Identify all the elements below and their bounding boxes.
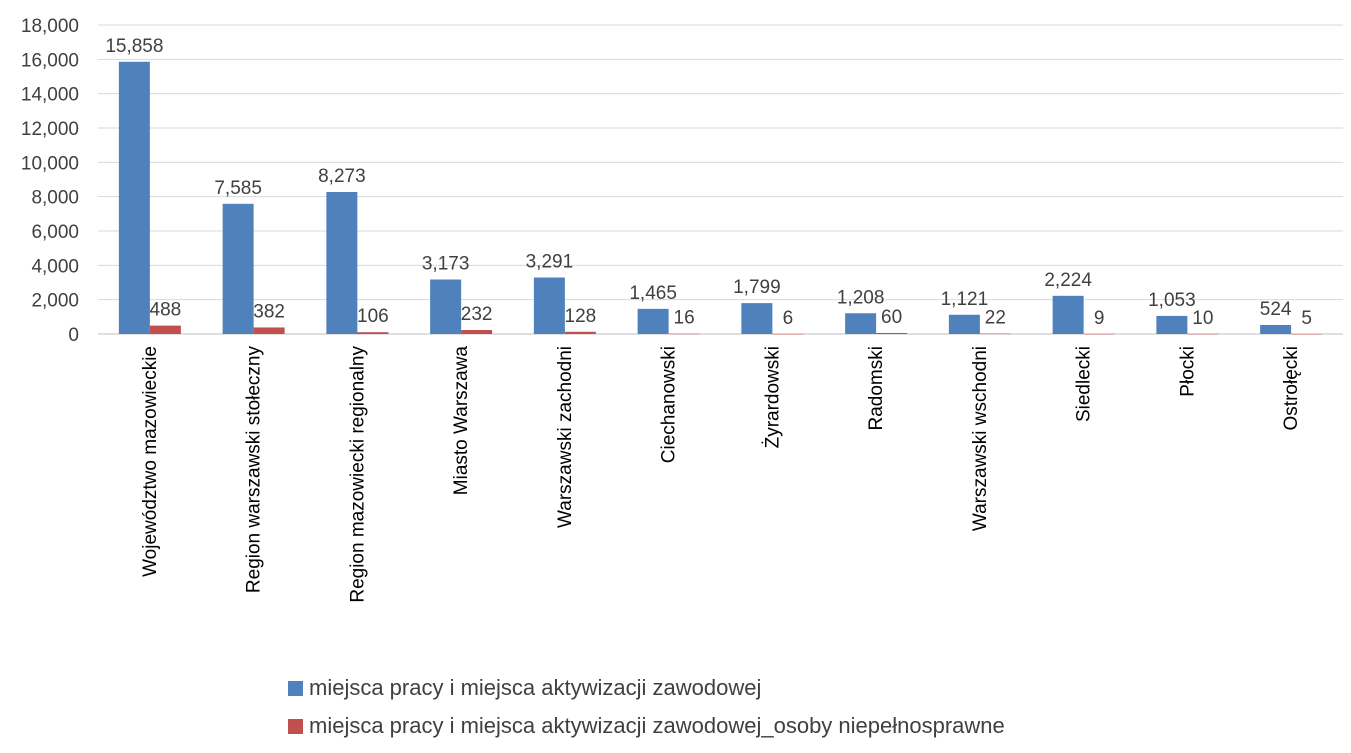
legend-label: miejsca pracy i miejsca aktywizacji zawo… [309, 675, 761, 700]
bar [533, 277, 565, 334]
data-label: 8,273 [318, 166, 366, 187]
category-label: Ostrołęcki [1281, 346, 1302, 430]
data-label: 3,291 [526, 252, 574, 273]
y-tick-label: 16,000 [21, 50, 79, 71]
bar [326, 191, 358, 334]
data-label: 1,053 [1148, 290, 1196, 311]
category-label-group: Miasto Warszawa [451, 346, 472, 496]
data-label: 7,585 [214, 178, 262, 199]
bar [668, 333, 700, 335]
data-label: 232 [461, 304, 493, 325]
category-label: Region warszawski stołeczny [244, 346, 265, 594]
bar [741, 303, 773, 334]
category-label-group: Warszawski wschodni [970, 346, 991, 531]
bar [461, 330, 493, 334]
data-label: 9 [1094, 308, 1105, 329]
bar [876, 332, 908, 334]
legend: miejsca pracy i miejsca aktywizacji zawo… [288, 675, 1005, 738]
category-label: Ciechanowski [659, 346, 680, 463]
legend-swatch [288, 719, 303, 734]
category-label: Miasto Warszawa [451, 346, 472, 496]
data-labels: 15,8584887,5853828,2731063,1732323,29112… [105, 36, 1312, 329]
data-label: 10 [1192, 308, 1213, 329]
y-tick-label: 0 [68, 325, 79, 346]
category-label: Warszawski zachodni [555, 346, 576, 528]
y-tick-label: 12,000 [21, 119, 79, 140]
data-label: 1,465 [629, 283, 677, 304]
category-label-group: Płocki [1177, 346, 1198, 397]
category-label-group: Warszawski zachodni [555, 346, 576, 528]
bars [118, 61, 1323, 335]
data-label: 5 [1301, 308, 1312, 329]
category-label-group: Województwo mazowieckie [140, 346, 161, 577]
x-axis-categories: Województwo mazowieckie Region warszawski… [140, 346, 1302, 603]
y-tick-label: 14,000 [21, 85, 79, 106]
data-label: 488 [150, 300, 182, 321]
data-label: 60 [881, 307, 902, 328]
bar [222, 203, 254, 334]
category-label: Żyrardowski [762, 346, 783, 448]
data-label: 2,224 [1044, 270, 1092, 291]
category-label: Województwo mazowieckie [140, 346, 161, 577]
bar [1187, 333, 1219, 335]
data-label: 382 [253, 301, 285, 322]
category-label-group: Ostrołęcki [1281, 346, 1302, 430]
legend-swatch [288, 681, 303, 696]
bar [948, 314, 980, 334]
bar [149, 325, 181, 334]
bar [1052, 295, 1084, 334]
bar [979, 333, 1011, 335]
data-label: 16 [674, 308, 695, 329]
bar [772, 333, 804, 335]
bar [118, 61, 150, 335]
bar [430, 279, 462, 334]
category-label-group: Region warszawski stołeczny [244, 346, 265, 594]
data-label: 128 [565, 306, 597, 327]
bar [1260, 325, 1292, 334]
data-label: 15,858 [105, 36, 163, 57]
category-label: Płocki [1177, 346, 1198, 397]
data-label: 1,121 [941, 289, 989, 310]
category-label-group: Żyrardowski [762, 346, 783, 448]
category-label-group: Siedlecki [1074, 346, 1095, 422]
y-tick-label: 6,000 [31, 222, 79, 243]
y-tick-label: 18,000 [21, 16, 79, 37]
bar [845, 313, 877, 334]
bar [637, 308, 669, 334]
data-label: 22 [985, 308, 1006, 329]
y-axis-ticks: 0 2,000 4,000 6,000 8,000 10,000 12,000 14,000 1… [21, 16, 79, 346]
data-label: 524 [1260, 299, 1292, 320]
bar [564, 331, 596, 334]
category-label: Warszawski wschodni [970, 346, 991, 531]
bar [1291, 333, 1323, 335]
category-label: Siedlecki [1074, 346, 1095, 422]
y-tick-label: 2,000 [31, 291, 79, 312]
data-label: 1,208 [837, 287, 885, 308]
category-label: Radomski [866, 346, 887, 430]
y-tick-label: 4,000 [31, 256, 79, 277]
bar [253, 327, 285, 334]
y-tick-label: 8,000 [31, 188, 79, 209]
gridlines [98, 24, 1343, 335]
data-label: 106 [357, 306, 389, 327]
category-label-group: Region mazowiecki regionalny [347, 346, 368, 603]
bar [357, 332, 389, 334]
data-label: 6 [783, 308, 794, 329]
data-label: 1,799 [733, 277, 781, 298]
bar [1156, 315, 1188, 334]
y-tick-label: 10,000 [21, 153, 79, 174]
bar [1083, 333, 1115, 335]
category-label-group: Radomski [866, 346, 887, 430]
legend-label: miejsca pracy i miejsca aktywizacji zawo… [309, 713, 1005, 738]
category-label: Region mazowiecki regionalny [347, 346, 368, 603]
category-label-group: Ciechanowski [659, 346, 680, 463]
data-label: 3,173 [422, 254, 470, 275]
